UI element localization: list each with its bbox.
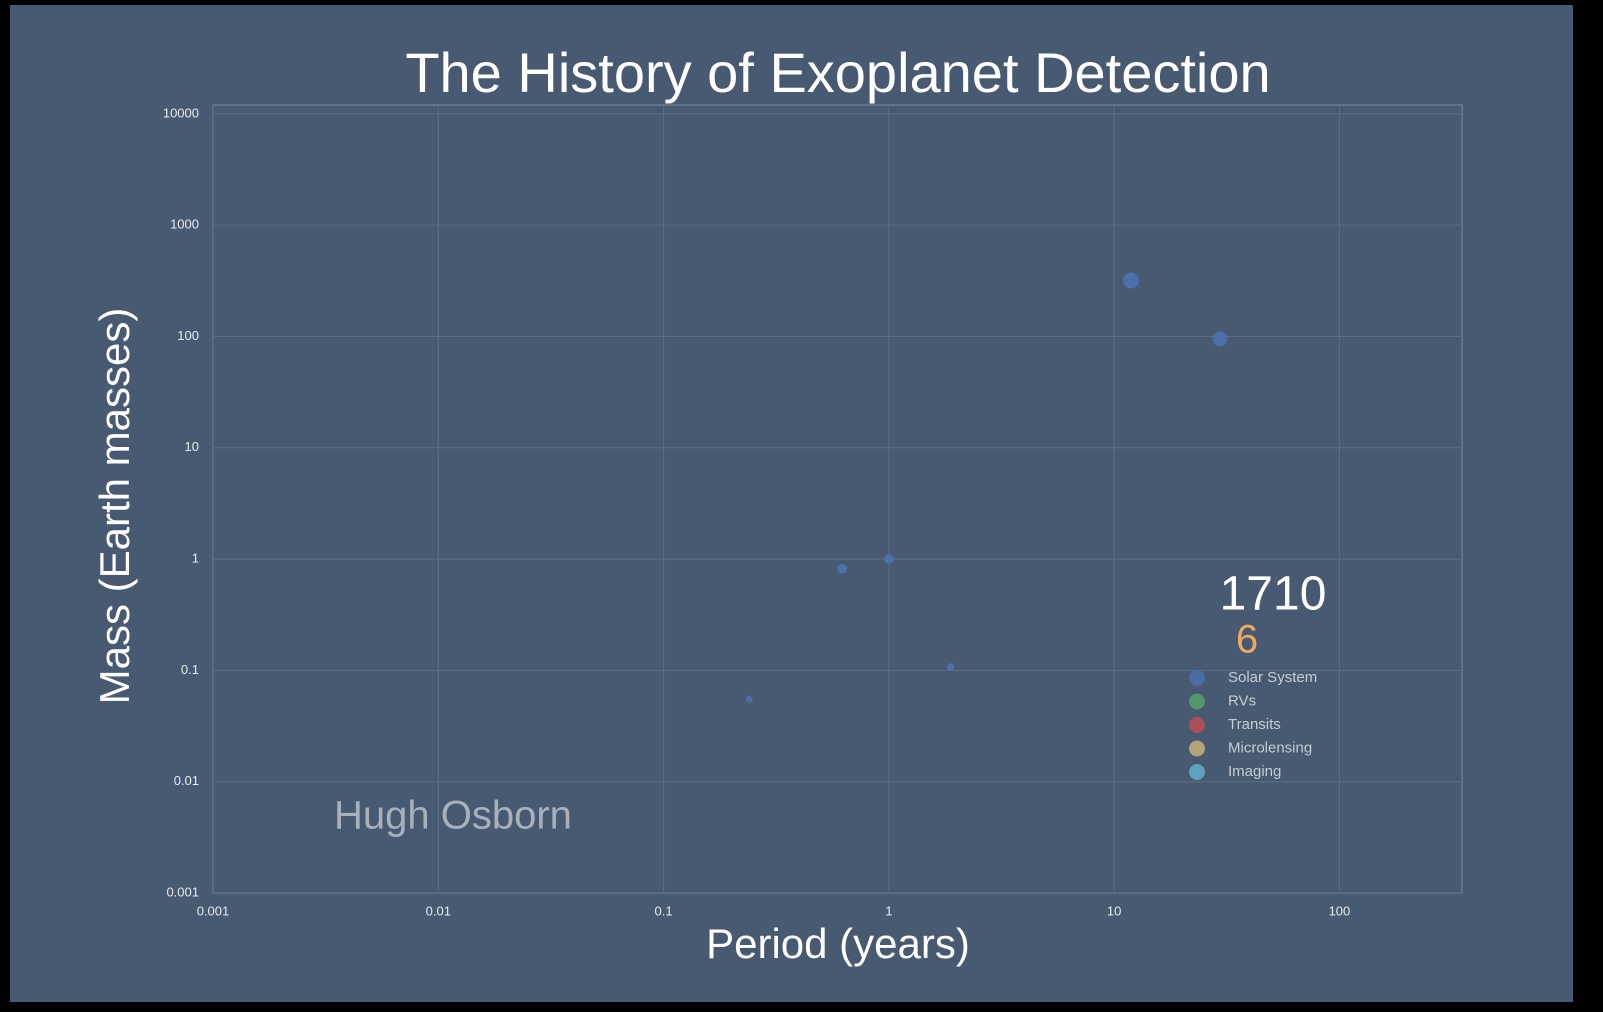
y-tick-label: 1000: [170, 217, 199, 232]
legend-marker: [1189, 740, 1205, 757]
legend-label: Solar System: [1228, 669, 1317, 686]
year-label: 1710: [1220, 568, 1327, 621]
legend-label: Microlensing: [1228, 739, 1312, 756]
plot-area: [212, 104, 1463, 894]
legend-marker: [1189, 717, 1205, 733]
x-tick-label: 10: [1107, 903, 1121, 918]
y-axis-label: Mass (Earth masses): [91, 308, 138, 705]
y-tick-label: 0.01: [174, 773, 199, 788]
x-tick-label: 0.1: [655, 903, 673, 918]
x-axis-label: Period (years): [706, 920, 970, 967]
data-point: [837, 563, 847, 574]
data-point: [1122, 272, 1139, 289]
chart-title: The History of Exoplanet Detection: [405, 41, 1270, 104]
legend-marker: [1189, 693, 1205, 710]
x-tick-label: 1: [885, 903, 892, 918]
legend-marker: [1189, 764, 1205, 780]
count-label: 6: [1236, 618, 1258, 662]
data-point: [883, 554, 894, 565]
y-tick-label: 10000: [163, 105, 199, 120]
legend-label: Imaging: [1228, 763, 1281, 780]
credit: Hugh Osborn: [334, 794, 572, 838]
y-tick-label: 100: [177, 328, 199, 343]
data-point: [745, 695, 753, 703]
y-tick-label: 0.1: [181, 662, 199, 677]
legend-marker: [1189, 670, 1205, 686]
data-point: [1212, 331, 1228, 347]
x-tick-label: 0.001: [197, 903, 230, 918]
legend-label: Transits: [1228, 716, 1281, 733]
data-point: [946, 663, 955, 671]
y-tick-label: 10: [185, 439, 199, 454]
legend-label: RVs: [1228, 692, 1256, 709]
x-tick-label: 0.01: [426, 903, 451, 918]
x-tick-label: 100: [1329, 903, 1351, 918]
y-tick-label: 0.001: [166, 884, 199, 899]
y-tick-label: 1: [192, 551, 199, 566]
